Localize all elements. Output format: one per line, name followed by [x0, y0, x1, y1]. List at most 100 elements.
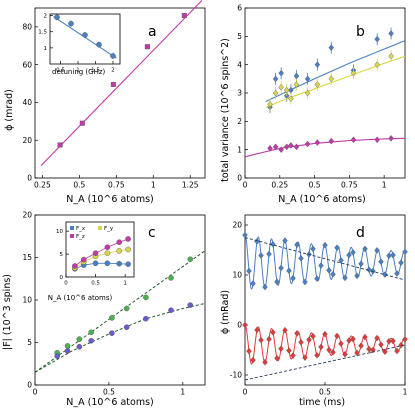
- c-inset-s0-point-3: [104, 260, 111, 267]
- c-s1-point-5: [123, 324, 130, 331]
- d-s0-point-22: [330, 270, 336, 278]
- d-s0-point-28: [354, 272, 360, 280]
- panel-b-letter: b: [356, 24, 365, 40]
- a-inset-point-1: [68, 20, 74, 27]
- c-inset-legend-label-2: F_z: [76, 234, 85, 240]
- a-xtick-label-1: 0.5: [73, 181, 85, 190]
- d-s0-point-20: [322, 241, 328, 249]
- d-s1-point-14: [298, 338, 304, 346]
- b-xtick-label-1: 0.25: [271, 181, 288, 190]
- d-envelope-1: [244, 344, 406, 381]
- b-xtick-label-4: 1: [382, 181, 387, 190]
- d-s1-point-34: [378, 341, 384, 348]
- c-inset-xtick-label-2: 1: [123, 281, 127, 287]
- d-s1-point-40: [402, 335, 408, 343]
- d-s1-point-16: [306, 336, 312, 344]
- d-s1-point-3: [254, 326, 260, 334]
- a-ytick-label-1: 20: [22, 136, 32, 145]
- c-inset-s1-point-5: [125, 246, 131, 253]
- panel-d-letter: d: [356, 225, 365, 241]
- a-point-3: [144, 44, 150, 50]
- d-s0-point-14: [298, 255, 304, 262]
- c-s1-point-8: [187, 302, 194, 308]
- a-ytick-label-3: 60: [22, 60, 32, 69]
- d-s1-point-35: [382, 348, 388, 356]
- d-ytick-label-2: 10: [232, 271, 242, 280]
- d-s1-point-27: [350, 335, 356, 343]
- c-s1-point-0: [54, 353, 60, 359]
- d-s0-point-12: [290, 274, 296, 282]
- a-xtick-label-4: 1.25: [182, 181, 199, 190]
- c-inset-legend-swatch-1: [98, 226, 102, 230]
- c-inset-s2-point-5: [125, 236, 131, 242]
- b-xtick-label-0: 0: [243, 181, 248, 190]
- c-inset-legend-swatch-0: [70, 226, 74, 230]
- c-inset-xtick-label-0: 0: [64, 281, 68, 287]
- b-s2-point-7: [314, 139, 321, 146]
- c-fit-line-1: [34, 302, 206, 373]
- c-inset-x-title: N_A (10^6 atoms): [48, 294, 113, 302]
- d-s1-point-24: [338, 340, 344, 348]
- c-s1-point-2: [76, 343, 83, 350]
- c-inset-s2-point-2: [92, 250, 99, 256]
- a-inset-xtick-label-2: 1.5: [91, 68, 100, 74]
- d-s1-point-25: [342, 350, 348, 358]
- b-ytick-label-2: 2: [237, 117, 242, 126]
- d-ytick-label-3: 20: [232, 221, 242, 230]
- b-s2-point-9: [350, 136, 357, 144]
- d-s1-point-1: [246, 347, 252, 355]
- b-s1-point-3: [283, 86, 290, 94]
- d-s0-point-26: [346, 251, 352, 259]
- d-s1-point-22: [330, 348, 336, 356]
- c-inset-legend-swatch-2: [70, 234, 74, 238]
- d-s0-point-38: [394, 270, 400, 277]
- b-frame: [244, 7, 406, 179]
- c-s1-point-4: [109, 330, 115, 336]
- d-s0-point-5: [262, 283, 268, 291]
- c-inset-s2-point-4: [116, 239, 123, 245]
- d-s1-point-38: [394, 347, 400, 355]
- b-s2-point-10: [374, 136, 380, 144]
- a-y-title: ϕ (mrad): [4, 89, 15, 131]
- d-s1-point-4: [258, 336, 264, 344]
- c-ytick-label-0: 0: [27, 381, 32, 390]
- d-s1-point-17: [310, 332, 316, 340]
- d-xtick-label-2: 1: [403, 388, 408, 397]
- b-s0-point-6: [304, 75, 311, 83]
- b-s2-point-5: [293, 143, 300, 151]
- c-ytick-label-2: 10: [22, 296, 32, 305]
- d-xtick-label-1: 0.5: [319, 388, 331, 397]
- b-ytick-label-3: 3: [237, 89, 242, 98]
- a-inset-xtick-label-0: 0.5: [56, 68, 65, 74]
- b-s1-point-0: [267, 101, 273, 108]
- b-s2-point-6: [304, 140, 311, 148]
- c-inset-xtick-label-1: 0.5: [91, 281, 100, 287]
- d-s0-point-29: [358, 260, 364, 268]
- d-s1-point-15: [302, 354, 308, 361]
- a-xtick-label-2: 0.75: [108, 181, 125, 190]
- a-x-title: N_A (10^6 atoms): [66, 194, 153, 205]
- d-s1-point-13: [294, 330, 300, 337]
- a-ytick-label-4: 80: [22, 23, 32, 32]
- d-ytick-label-1: 0: [237, 321, 242, 330]
- d-s0-point-18: [314, 275, 320, 282]
- a-inset-xtick-label-3: 2: [111, 68, 115, 74]
- d-s0-point-10: [282, 237, 288, 244]
- a-point-1: [79, 120, 85, 126]
- c-inset-s2-point-3: [104, 244, 111, 251]
- c-s1-point-6: [143, 315, 149, 322]
- d-x-title: time (ms): [299, 397, 345, 408]
- a-inset-ytick-label-1: 1.5: [38, 30, 47, 36]
- d-s0-point-40: [402, 248, 408, 256]
- b-s0-point-2: [278, 69, 284, 77]
- a-inset-point-2: [82, 32, 88, 38]
- c-inset-ytick-label-2: 10: [56, 229, 63, 235]
- d-s1-point-10: [282, 326, 288, 334]
- b-ytick-label-1: 1: [237, 145, 242, 154]
- d-s0-point-27: [350, 249, 356, 256]
- d-s1-point-30: [362, 333, 368, 341]
- a-inset-ytick-label-2: 2: [44, 14, 48, 20]
- d-s1-point-20: [322, 330, 328, 338]
- c-s0-point-1: [64, 343, 71, 349]
- b-s2-point-3: [283, 143, 290, 151]
